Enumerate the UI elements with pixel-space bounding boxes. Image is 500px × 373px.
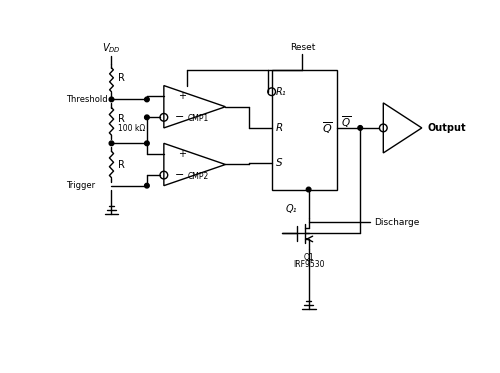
Text: Discharge: Discharge [374,217,420,226]
Circle shape [109,97,114,102]
Text: +: + [178,91,186,101]
Text: R: R [276,123,283,133]
Text: R: R [118,160,124,170]
Text: CMP1: CMP1 [188,115,209,123]
Circle shape [358,126,362,130]
Text: Q₁: Q₁ [286,204,297,214]
Text: +: + [178,149,186,159]
Circle shape [144,115,149,120]
Text: CMP2: CMP2 [188,172,209,181]
Text: R₁: R₁ [276,87,286,97]
Text: 100 kΩ: 100 kΩ [118,124,145,133]
Text: Reset: Reset [290,44,315,53]
Circle shape [144,184,149,188]
Text: R: R [118,73,124,83]
Text: Q1: Q1 [304,253,314,261]
Circle shape [144,141,149,145]
Bar [272,70,337,189]
Circle shape [109,141,114,145]
Text: −: − [174,170,184,180]
Text: R: R [118,115,124,125]
Text: −: − [174,112,184,122]
Text: IRF9530: IRF9530 [293,260,324,269]
Text: $\overline{Q}$: $\overline{Q}$ [322,120,333,136]
Text: Threshold: Threshold [66,95,108,104]
Text: Output: Output [428,123,467,133]
Text: $\overline{Q}$: $\overline{Q}$ [341,114,351,130]
Text: S: S [276,157,282,167]
Circle shape [306,187,311,192]
Circle shape [144,97,149,102]
Text: Trigger: Trigger [66,181,95,190]
Text: $V_{DD}$: $V_{DD}$ [102,41,121,55]
